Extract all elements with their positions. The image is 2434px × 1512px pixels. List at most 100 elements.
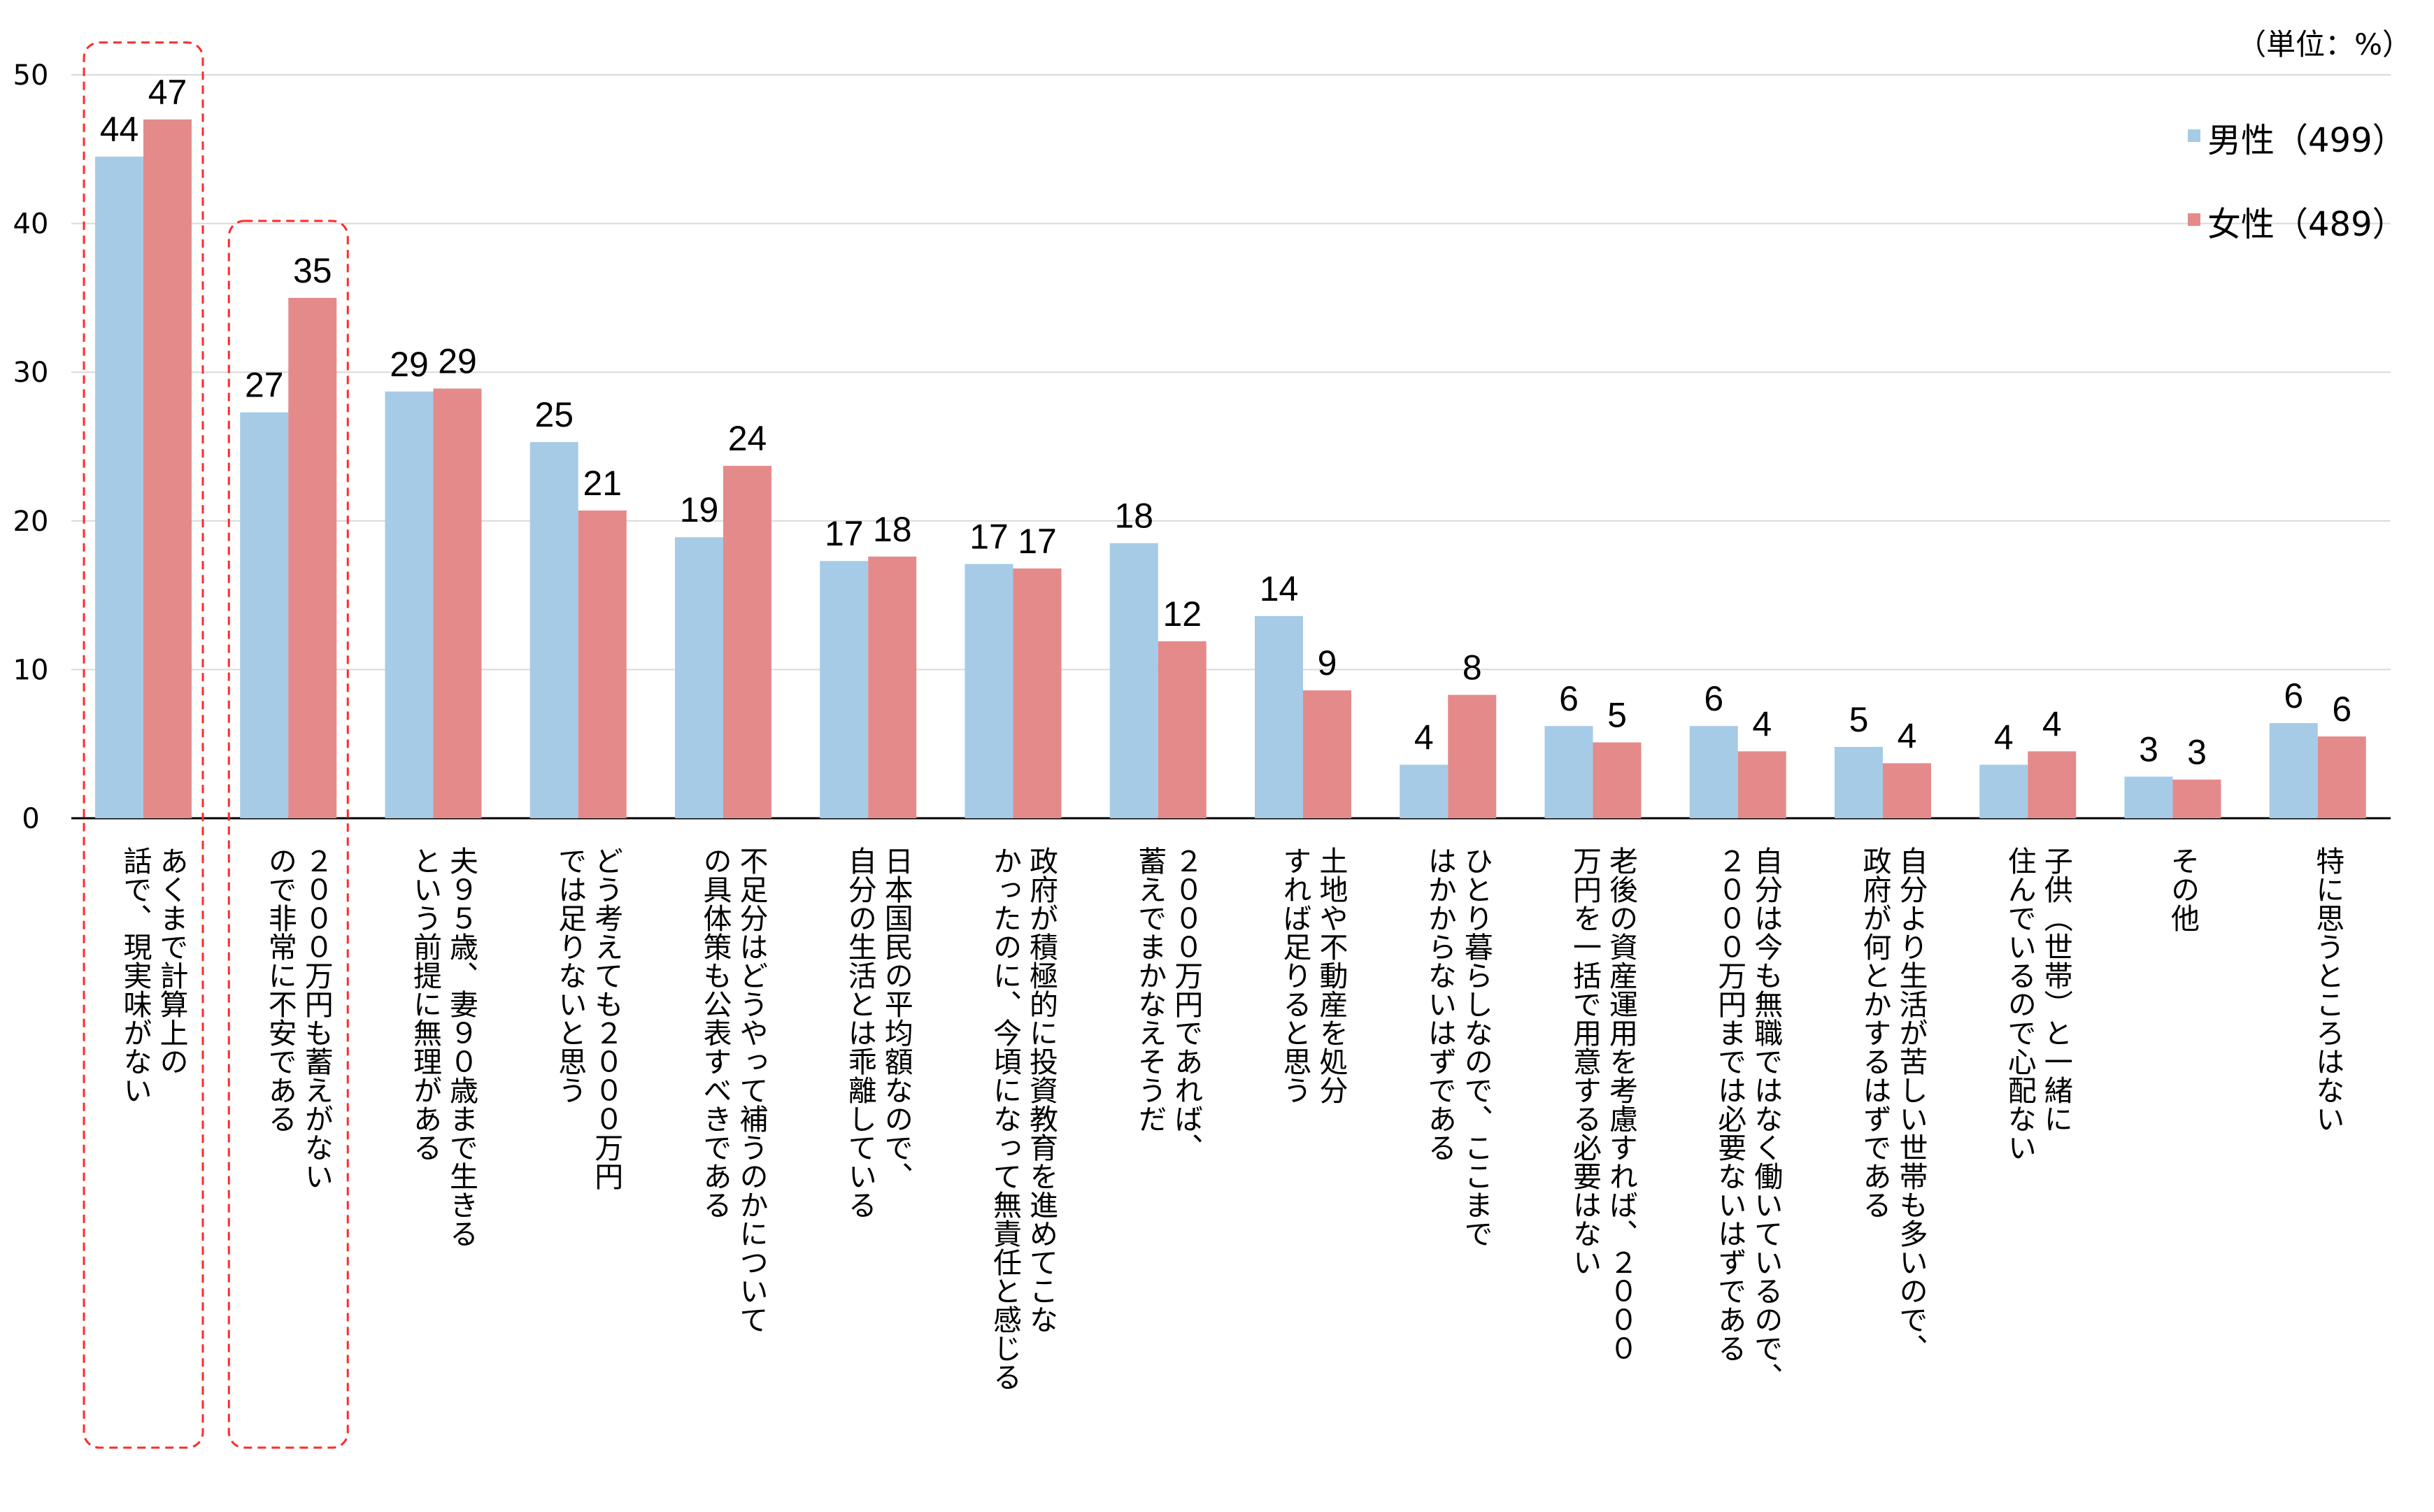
data-label-male: 4: [1414, 718, 1434, 757]
category-label: あくまで計算上の: [155, 846, 188, 1076]
bar-female: [1158, 641, 1207, 818]
data-label-female: 5: [1607, 696, 1627, 735]
bar-male: [1979, 764, 2028, 818]
bar-female: [1303, 690, 1351, 818]
y-tick-label: 0: [22, 803, 39, 835]
category-label: 老後の資産運用を考慮すれば、２０００: [1604, 846, 1638, 1362]
category-label: 不足分はどうやって補うのかについて: [734, 846, 768, 1334]
data-label-male: 17: [825, 514, 864, 553]
data-label-female: 29: [438, 342, 477, 381]
data-label-female: 12: [1162, 594, 1202, 634]
y-tick-label: 20: [13, 506, 49, 538]
data-label-female: 6: [2332, 690, 2351, 729]
y-tick-label: 10: [13, 654, 49, 686]
category-label: ２０００万円であれば、: [1169, 846, 1203, 1162]
category-label: 自分は今も無職ではなく働いているので、: [1749, 846, 1784, 1391]
data-label-female: 9: [1318, 643, 1337, 683]
bar-male: [1400, 764, 1449, 818]
category-label: 夫９５歳、妻９０歳まで生きる: [445, 846, 478, 1248]
category-label: すれば足りると思う: [1278, 846, 1311, 1104]
data-label-male: 18: [1114, 497, 1153, 536]
bar-male: [1109, 543, 1158, 818]
category-label: 政府が積極的に投資教育を進めてこな: [1025, 846, 1059, 1334]
bar-male: [675, 537, 723, 818]
data-label-female: 4: [1898, 716, 1917, 755]
bar-male: [1544, 726, 1593, 818]
category-label: ２０００万円も蓄えがない: [299, 846, 333, 1190]
data-label-male: 29: [390, 345, 429, 384]
bar-female: [288, 297, 337, 818]
y-axis-ticks: 0 10 20 30 40 50: [13, 59, 49, 835]
data-label-female: 21: [583, 464, 622, 503]
category-label: ので非常に不安である: [263, 846, 297, 1133]
bar-male: [240, 412, 289, 818]
category-label: 話で、現実味がない: [118, 846, 152, 1104]
data-label-female: 8: [1462, 648, 1482, 687]
data-label-male: 4: [1994, 718, 2014, 757]
category-label: 住んでいるので心配ない: [2002, 846, 2036, 1162]
data-label-female: 4: [1752, 704, 1772, 743]
data-label-male: 25: [534, 395, 574, 434]
bars: [95, 119, 2366, 818]
legend-label-male: 男性（499）: [2207, 121, 2406, 160]
highlight-box: [83, 41, 204, 1449]
data-label-female: 4: [2042, 704, 2062, 743]
highlight-box: [227, 220, 349, 1449]
category-label: 土地や不動産を処分: [1314, 846, 1348, 1104]
category-label: 特に思うところはない: [2311, 846, 2344, 1133]
category-label: 子供（世帯）と一緒に: [2039, 846, 2073, 1133]
bar-male: [2124, 776, 2173, 818]
data-label-male: 6: [1704, 679, 1723, 718]
legend-swatch-female: [2188, 213, 2200, 226]
category-label: その他: [2166, 846, 2200, 932]
data-label-female: 47: [148, 73, 187, 112]
bar-female: [2317, 736, 2366, 818]
category-label: 自分の生活とは乖離している: [843, 846, 876, 1219]
category-label: はかからないはずである: [1423, 846, 1456, 1162]
bar-female: [1737, 751, 1786, 818]
category-label: の具体策も公表すべきである: [698, 846, 732, 1219]
bar-male: [529, 442, 578, 818]
legend: 男性（499） 女性（489）: [2188, 121, 2406, 244]
y-tick-label: 50: [13, 59, 49, 92]
bar-female: [1448, 694, 1497, 818]
bar-male: [1835, 746, 1883, 818]
legend-label-female: 女性（489）: [2207, 205, 2406, 244]
bar-male: [1255, 615, 1303, 818]
category-label: という前提に無理がある: [408, 846, 442, 1162]
data-label-male: 6: [1559, 679, 1579, 718]
data-label-male: 3: [2139, 729, 2158, 769]
data-label-female: 17: [1018, 522, 1057, 561]
bar-male: [965, 564, 1013, 818]
bar-male: [2269, 722, 2318, 818]
y-tick-label: 40: [13, 208, 49, 241]
y-tick-label: 30: [13, 357, 49, 389]
bar-female: [433, 388, 482, 818]
category-label: どう考えても２０００万円: [590, 846, 623, 1190]
data-label-female: 24: [728, 419, 767, 458]
data-label-male: 14: [1260, 569, 1299, 608]
data-label-male: 27: [245, 366, 284, 405]
category-label: かったのに、今頃になって無責任と感じる: [988, 846, 1023, 1391]
category-label: 自分より生活が苦しい世帯も多いので、: [1894, 846, 1928, 1362]
bar-male: [95, 156, 143, 818]
data-label-female: 3: [2187, 733, 2207, 772]
unit-label: （単位：%）: [2237, 27, 2412, 62]
category-label: 万円を一括で用意する必要はない: [1568, 846, 1602, 1276]
bar-male: [820, 561, 869, 818]
bar-female: [723, 466, 771, 818]
data-label-female: 18: [873, 510, 912, 549]
bar-female: [2028, 751, 2077, 818]
bar-female: [2172, 779, 2221, 818]
category-label: ２０００万円までは必要ないはずである: [1713, 846, 1746, 1362]
data-label-male: 6: [2284, 676, 2303, 715]
category-label: ひとり暮らしなので、ここまで: [1459, 846, 1493, 1248]
data-label-male: 5: [1849, 700, 1869, 739]
category-label: 政府が何とかするはずである: [1858, 846, 1891, 1219]
data-label-male: 44: [100, 110, 139, 149]
bar-female: [143, 119, 192, 818]
